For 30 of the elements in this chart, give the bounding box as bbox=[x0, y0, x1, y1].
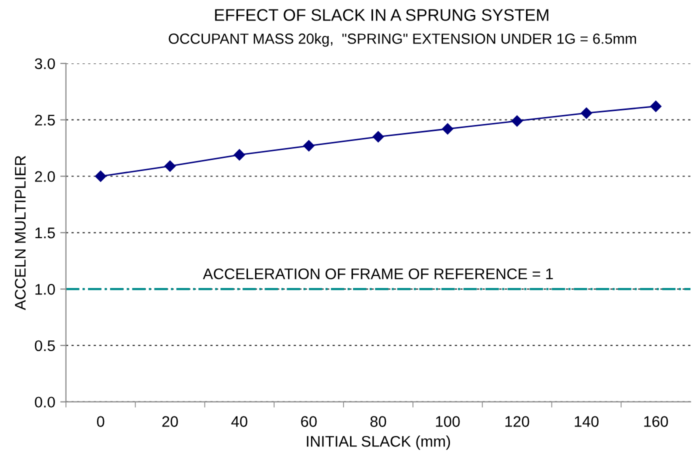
chart-subtitle: OCCUPANT MASS 20kg, "SPRING" EXTENSION UNDER 1G = 6.5mm bbox=[168, 33, 636, 47]
x-tick-label: 160 bbox=[644, 416, 668, 427]
x-tick-label: 100 bbox=[436, 416, 460, 427]
point bbox=[511, 115, 523, 127]
y-tick-label: 1.0 bbox=[35, 284, 55, 295]
y-tick-label: 3.0 bbox=[34, 58, 55, 70]
x-tick-label: 140 bbox=[574, 416, 599, 427]
y-tick-label: 0.0 bbox=[34, 396, 55, 408]
point bbox=[303, 140, 314, 152]
x-tick-label: 60 bbox=[301, 416, 317, 427]
y-tick-label: 2.5 bbox=[35, 114, 55, 126]
chart-title: EFFECT OF SLACK IN A SPRUNG SYSTEM bbox=[215, 9, 548, 21]
x-tick-label: 20 bbox=[162, 416, 178, 427]
y-axis-title: ACCELN MULTIPLIER bbox=[14, 156, 26, 310]
point bbox=[442, 123, 454, 134]
ref-line-label: ACCELERATION OF FRAME OF REFERENCE = 1 bbox=[202, 268, 553, 280]
y-tick-label: 1.5 bbox=[35, 228, 55, 238]
x-tick-label: 0 bbox=[96, 416, 104, 427]
point bbox=[95, 170, 106, 182]
x-tick-label: 80 bbox=[370, 416, 386, 427]
x-tick-label: 40 bbox=[231, 416, 248, 427]
point bbox=[650, 100, 662, 112]
y-tick-label: 0.5 bbox=[34, 340, 55, 352]
point bbox=[372, 131, 384, 142]
x-axis-title: INITIAL SLACK (mm) bbox=[306, 436, 450, 450]
x-tick-label: 120 bbox=[505, 416, 530, 427]
point bbox=[164, 160, 176, 172]
point bbox=[580, 107, 592, 119]
point bbox=[234, 149, 246, 160]
y-tick-label: 2.0 bbox=[35, 171, 55, 182]
